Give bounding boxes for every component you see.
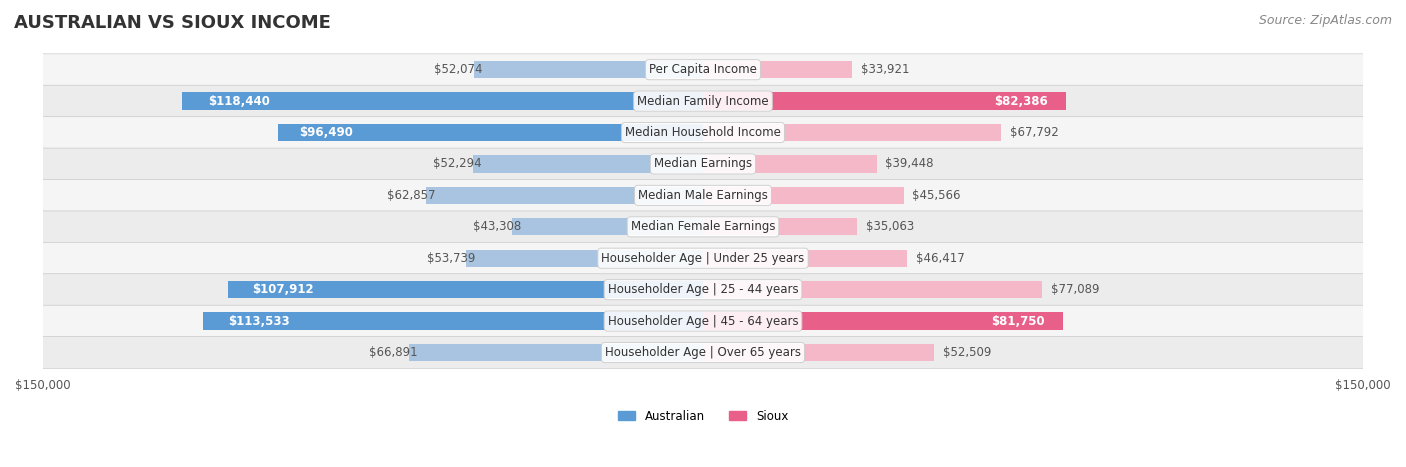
FancyBboxPatch shape bbox=[21, 211, 1385, 243]
Bar bbox=[703, 156, 876, 173]
Text: Per Capita Income: Per Capita Income bbox=[650, 63, 756, 76]
Text: $39,448: $39,448 bbox=[886, 157, 934, 170]
Text: AUSTRALIAN VS SIOUX INCOME: AUSTRALIAN VS SIOUX INCOME bbox=[14, 14, 330, 32]
Text: $45,566: $45,566 bbox=[912, 189, 960, 202]
Text: $33,921: $33,921 bbox=[860, 63, 910, 76]
Text: $96,490: $96,490 bbox=[299, 126, 353, 139]
Text: Householder Age | Under 25 years: Householder Age | Under 25 years bbox=[602, 252, 804, 265]
Text: $66,891: $66,891 bbox=[368, 346, 418, 359]
Bar bbox=[181, 92, 703, 110]
Text: Householder Age | 45 - 64 years: Householder Age | 45 - 64 years bbox=[607, 315, 799, 327]
Text: Median Male Earnings: Median Male Earnings bbox=[638, 189, 768, 202]
Text: $52,509: $52,509 bbox=[943, 346, 991, 359]
Bar bbox=[472, 156, 703, 173]
Bar bbox=[474, 61, 703, 78]
Bar bbox=[426, 187, 703, 204]
Bar bbox=[204, 312, 703, 330]
Bar bbox=[703, 344, 934, 361]
Bar bbox=[703, 61, 852, 78]
Text: Householder Age | 25 - 44 years: Householder Age | 25 - 44 years bbox=[607, 283, 799, 296]
Bar bbox=[703, 281, 1042, 298]
Text: $35,063: $35,063 bbox=[866, 220, 914, 234]
FancyBboxPatch shape bbox=[21, 274, 1385, 305]
Bar bbox=[703, 124, 1001, 141]
FancyBboxPatch shape bbox=[21, 179, 1385, 211]
Bar bbox=[703, 187, 904, 204]
Text: Median Family Income: Median Family Income bbox=[637, 95, 769, 107]
Text: $52,074: $52,074 bbox=[434, 63, 482, 76]
Text: $77,089: $77,089 bbox=[1052, 283, 1099, 296]
Bar bbox=[703, 249, 907, 267]
Text: $52,294: $52,294 bbox=[433, 157, 482, 170]
Text: $82,386: $82,386 bbox=[994, 95, 1047, 107]
Bar bbox=[512, 218, 703, 235]
Text: Householder Age | Over 65 years: Householder Age | Over 65 years bbox=[605, 346, 801, 359]
Text: $107,912: $107,912 bbox=[252, 283, 314, 296]
Text: $81,750: $81,750 bbox=[991, 315, 1045, 327]
Bar bbox=[409, 344, 703, 361]
FancyBboxPatch shape bbox=[21, 54, 1385, 85]
Text: $43,308: $43,308 bbox=[472, 220, 522, 234]
FancyBboxPatch shape bbox=[21, 305, 1385, 337]
Text: $62,857: $62,857 bbox=[387, 189, 434, 202]
FancyBboxPatch shape bbox=[21, 242, 1385, 274]
Legend: Australian, Sioux: Australian, Sioux bbox=[613, 405, 793, 427]
Text: Median Earnings: Median Earnings bbox=[654, 157, 752, 170]
Text: Median Household Income: Median Household Income bbox=[626, 126, 780, 139]
Text: $53,739: $53,739 bbox=[427, 252, 475, 265]
Bar bbox=[703, 312, 1063, 330]
FancyBboxPatch shape bbox=[21, 85, 1385, 117]
Bar bbox=[228, 281, 703, 298]
Bar bbox=[703, 92, 1066, 110]
Text: Median Female Earnings: Median Female Earnings bbox=[631, 220, 775, 234]
Text: $118,440: $118,440 bbox=[208, 95, 270, 107]
FancyBboxPatch shape bbox=[21, 117, 1385, 149]
Bar bbox=[703, 218, 858, 235]
Text: Source: ZipAtlas.com: Source: ZipAtlas.com bbox=[1258, 14, 1392, 27]
FancyBboxPatch shape bbox=[21, 148, 1385, 180]
Text: $67,792: $67,792 bbox=[1010, 126, 1059, 139]
Text: $113,533: $113,533 bbox=[228, 315, 290, 327]
Bar bbox=[278, 124, 703, 141]
FancyBboxPatch shape bbox=[21, 337, 1385, 368]
Text: $46,417: $46,417 bbox=[917, 252, 965, 265]
Bar bbox=[467, 249, 703, 267]
